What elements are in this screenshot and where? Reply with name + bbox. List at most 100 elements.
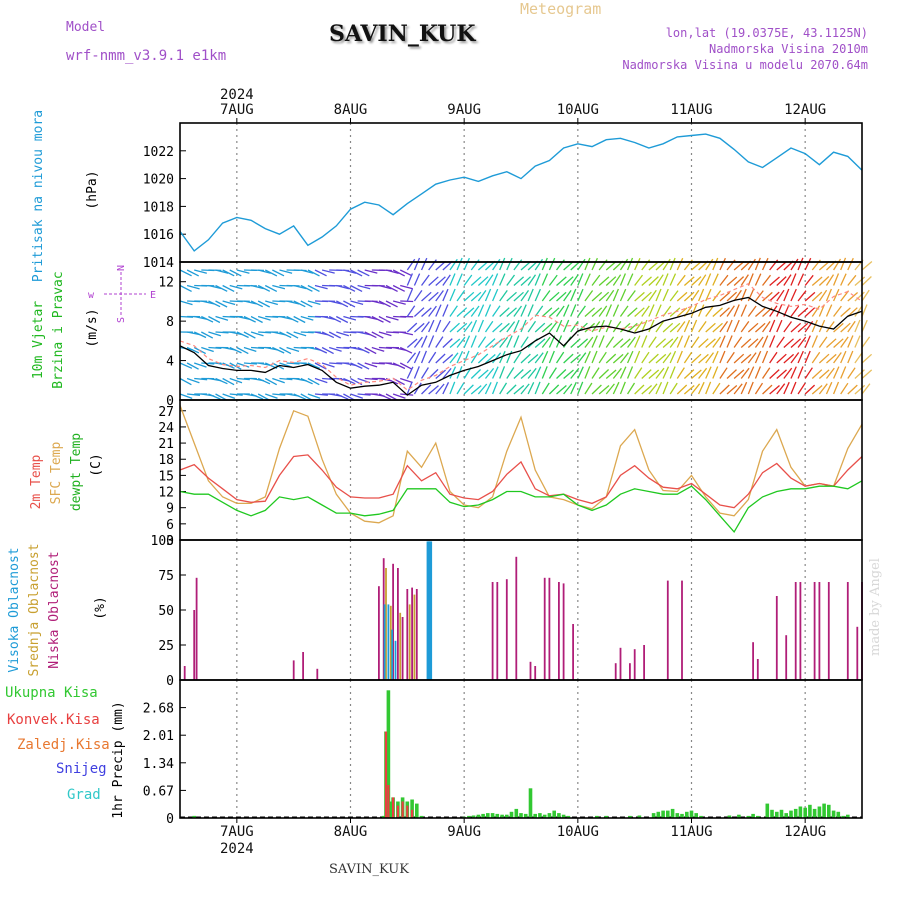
total-precip-bar: [675, 813, 680, 818]
wind-barb: [619, 381, 626, 395]
wind-barb: [364, 315, 378, 321]
total-precip-bar: [836, 811, 841, 818]
wind-barb: [399, 362, 413, 370]
wind-barb: [811, 276, 823, 286]
wind-barb: [513, 335, 520, 348]
low-cloud-bar: [392, 563, 394, 680]
wind-barb: [449, 258, 458, 271]
wind-barb: [840, 273, 847, 286]
wind-barb: [428, 385, 439, 395]
low-cloud-bar: [799, 582, 802, 680]
wind-barb: [477, 369, 489, 379]
wind-barb: [265, 300, 278, 306]
wind-barb: [818, 304, 825, 317]
wind-barb: [491, 366, 499, 379]
wind-barb: [286, 300, 300, 305]
compass-west: w: [88, 290, 95, 301]
wind-barb: [626, 366, 634, 379]
precip-legend-label: Grad: [67, 787, 101, 803]
temp-tick-label: 27: [158, 405, 174, 420]
low-cloud-bar: [183, 666, 186, 680]
wind-barb: [598, 276, 610, 286]
pressure-line: [179, 133, 863, 252]
low-cloud-bar: [846, 582, 849, 680]
panel-frame-prec: [179, 679, 863, 819]
wind-barb: [257, 377, 271, 385]
wind-barb: [477, 353, 489, 364]
wind-barb: [790, 338, 802, 348]
cloud-tick-label: 0: [166, 674, 174, 689]
wind-barb: [690, 336, 700, 348]
wind-barb: [755, 307, 766, 317]
wind-barb: [406, 366, 414, 379]
wind-barb: [506, 350, 513, 364]
wind-barb: [577, 366, 584, 379]
wind-barb: [563, 276, 574, 286]
wind-barb: [378, 300, 391, 308]
wind-barb: [435, 304, 442, 317]
temp-2m-line: [179, 454, 863, 509]
wind-barb: [577, 305, 586, 317]
wind-barb: [769, 351, 778, 364]
wind-barb: [506, 367, 515, 379]
wind-barb: [840, 366, 847, 379]
low-cloud-bar: [856, 626, 859, 680]
wind-barb: [683, 369, 695, 379]
wind-barb: [378, 393, 392, 400]
wind-barb: [612, 304, 620, 317]
low-cloud-bar: [629, 663, 631, 680]
convective-precip-bar: [384, 731, 388, 818]
wind-barb: [456, 257, 463, 271]
wind-barb: [243, 362, 257, 365]
wind-barb: [243, 331, 256, 339]
wind-barb: [406, 273, 413, 286]
wind-barb: [413, 350, 421, 364]
wind-barb: [705, 366, 712, 379]
wind-barb: [683, 276, 695, 286]
wind-barb: [825, 288, 833, 302]
total-precip-bar: [831, 810, 836, 818]
wind-barb: [605, 289, 615, 302]
wind-barb: [811, 305, 821, 317]
wind-barb: [733, 369, 745, 379]
wind-barb: [634, 274, 644, 286]
low-cloud-bar: [491, 582, 494, 680]
wind-barb: [201, 315, 214, 323]
wind-barb: [520, 304, 527, 317]
wind-barb: [194, 362, 207, 368]
wind-barb: [329, 300, 342, 305]
wind-barb: [733, 383, 743, 395]
wind-barb: [776, 383, 786, 395]
wind-barb: [584, 350, 591, 364]
wind-barb: [400, 331, 414, 336]
wind-barb: [513, 369, 524, 379]
wind-barb: [364, 362, 378, 368]
total-precip-bar: [419, 815, 424, 818]
wind-barb: [605, 369, 617, 379]
wind-barb: [229, 284, 243, 290]
wind-barb: [619, 305, 629, 317]
wind-barb: [776, 276, 787, 286]
low-cloud-bar: [619, 647, 622, 680]
wind-barb: [442, 320, 451, 333]
temp-2m-label: 2m Temp: [29, 454, 44, 509]
wind-barb: [833, 338, 844, 348]
wind-barb: [612, 381, 620, 395]
wind-barb: [272, 393, 286, 396]
wind-barb: [470, 276, 482, 286]
low-cloud-bar: [666, 580, 669, 680]
wind-barb: [499, 273, 506, 286]
wind-barb: [194, 377, 208, 381]
wind-barb: [648, 319, 655, 333]
low-cloud-bar: [562, 583, 565, 680]
wind-barb: [456, 382, 465, 395]
wind-barb: [747, 338, 759, 348]
wind-barb: [541, 273, 549, 286]
wind-barb: [769, 385, 780, 395]
wind-barb: [442, 338, 453, 348]
low-cloud-bar: [752, 642, 754, 680]
total-precip-bar: [656, 811, 661, 818]
wind-barb: [449, 305, 458, 317]
wind-barb: [186, 362, 199, 370]
wind-barb: [840, 382, 849, 395]
